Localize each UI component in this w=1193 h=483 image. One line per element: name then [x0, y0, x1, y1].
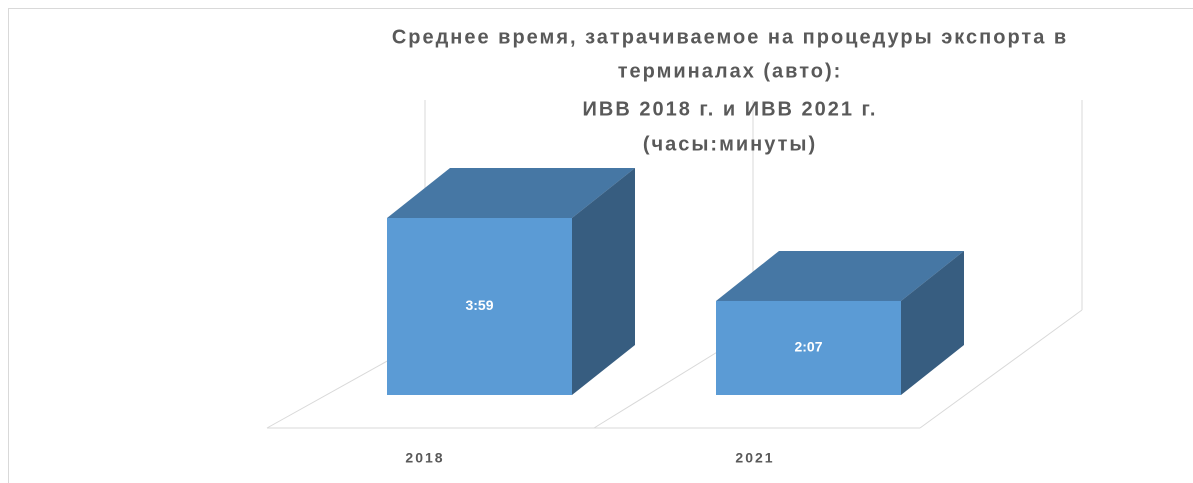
bar [387, 218, 572, 395]
chart-title: (часы:минуты) [643, 133, 817, 155]
x-tick-label: 2021 [735, 450, 774, 466]
bar-side [572, 168, 635, 395]
bar [716, 300, 901, 395]
bar-side [901, 250, 964, 395]
bar-top [387, 168, 635, 218]
data-label: 3:59 [465, 297, 493, 313]
data-label: 2:07 [794, 339, 822, 355]
floor-edge [919, 309, 1083, 429]
chart-title: Среднее время, затрачиваемое на процедур… [392, 26, 1068, 48]
bar-top [716, 250, 964, 301]
chart-title: терминалах (авто): [618, 60, 843, 82]
x-tick-label: 2018 [405, 450, 444, 466]
chart-title: ИВВ 2018 г. и ИВВ 2021 г. [583, 98, 878, 120]
